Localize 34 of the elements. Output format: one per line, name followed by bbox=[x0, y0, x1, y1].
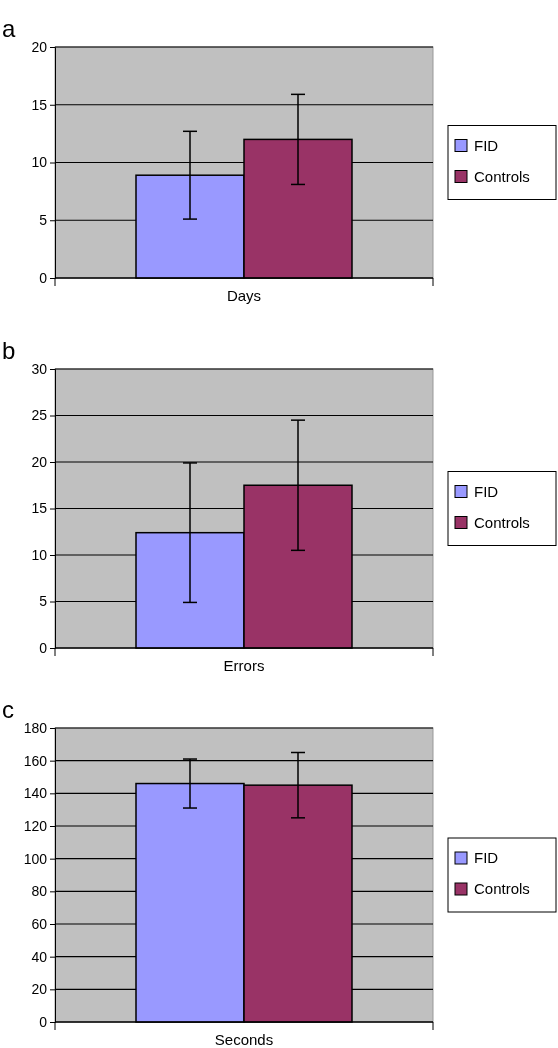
y-tick-label: 0 bbox=[39, 269, 48, 286]
y-tick-label: 25 bbox=[31, 407, 48, 424]
legend-label: FID bbox=[474, 482, 499, 500]
x-tick-label: Errors bbox=[223, 657, 265, 674]
y-tick-label: 80 bbox=[31, 883, 48, 900]
y-tick-label: 120 bbox=[23, 817, 48, 834]
y-tick-label: 15 bbox=[31, 500, 48, 517]
chart-title: b bbox=[2, 337, 16, 364]
y-tick-label: 20 bbox=[31, 453, 48, 470]
y-tick-label: 10 bbox=[31, 546, 48, 563]
x-tick-label: Days bbox=[226, 287, 262, 304]
y-tick-label: 140 bbox=[23, 785, 48, 802]
y-tick-label: 20 bbox=[31, 981, 48, 998]
y-tick-label: 30 bbox=[31, 360, 48, 377]
y-tick-label: 10 bbox=[31, 154, 48, 171]
y-tick-label: 40 bbox=[31, 948, 48, 965]
legend-label: Controls bbox=[474, 880, 530, 897]
y-tick-label: 15 bbox=[31, 96, 48, 113]
legend-label: Controls bbox=[474, 513, 530, 531]
x-tick-label: Seconds bbox=[214, 1031, 274, 1048]
y-tick-label: 0 bbox=[39, 1013, 48, 1030]
legend-label: FID bbox=[474, 849, 499, 866]
chart-title: c bbox=[2, 696, 14, 723]
y-tick-label: 100 bbox=[23, 850, 48, 867]
y-tick-label: 160 bbox=[23, 752, 48, 769]
chart-title: a bbox=[2, 15, 16, 42]
y-tick-label: 60 bbox=[31, 915, 48, 932]
y-tick-label: 5 bbox=[39, 593, 48, 610]
y-tick-label: 5 bbox=[39, 212, 48, 229]
y-tick-label: 20 bbox=[31, 38, 48, 55]
legend-label: Controls bbox=[474, 167, 530, 185]
legend-label: FID bbox=[474, 136, 499, 154]
y-tick-label: 0 bbox=[39, 639, 48, 656]
y-tick-label: 180 bbox=[23, 719, 48, 736]
